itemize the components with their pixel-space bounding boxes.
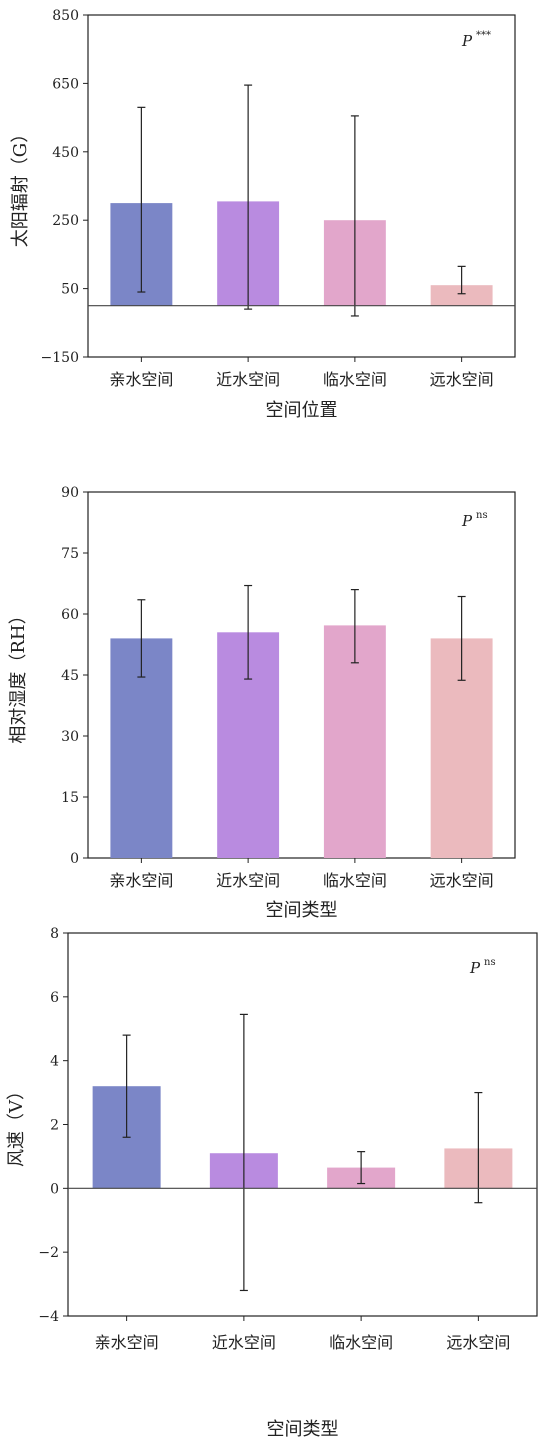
y-tick-label: −4: [38, 1309, 59, 1325]
bar: [430, 285, 493, 306]
category-label: 远水空间: [446, 1333, 510, 1352]
category-label: 临水空间: [329, 1333, 393, 1352]
y-tick-label: 60: [61, 607, 79, 623]
category-label: 远水空间: [430, 370, 494, 389]
y-axis-title: 风速（V）: [6, 1082, 27, 1167]
plot-frame: [87, 14, 516, 358]
y-tick-label: 15: [61, 790, 79, 806]
bar: [323, 625, 386, 858]
category-label: 近水空间: [216, 370, 280, 389]
significance-label: P: [461, 512, 473, 530]
category-label: 临水空间: [323, 871, 387, 890]
significance-superscript: ns: [484, 957, 496, 968]
x-axis-title: 空间类型: [267, 1419, 339, 1440]
y-tick-label: 50: [61, 282, 79, 298]
y-tick-label: 2: [50, 1118, 59, 1134]
category-label: 亲水空间: [95, 1333, 159, 1352]
x-axis-title: 空间类型: [266, 900, 338, 920]
y-axis-title: 相对湿度（RH）: [8, 606, 29, 743]
y-tick-label: 45: [61, 668, 79, 684]
y-tick-label: 90: [61, 485, 79, 501]
significance-superscript: ns: [476, 510, 488, 521]
category-label: 临水空间: [323, 370, 387, 389]
category-label: 亲水空间: [109, 871, 173, 890]
significance-label: P: [469, 959, 481, 977]
y-tick-label: −150: [41, 350, 79, 366]
category-label: 远水空间: [430, 871, 494, 890]
significance-superscript: ***: [476, 30, 491, 41]
y-tick-label: 6: [50, 990, 59, 1006]
y-tick-label: 75: [61, 546, 79, 562]
y-tick-label: 4: [50, 1054, 59, 1070]
y-tick-label: −2: [38, 1245, 59, 1261]
x-axis-title: 空间位置: [266, 400, 338, 421]
y-tick-label: 8: [50, 926, 59, 942]
y-axis-title: 太阳辐射（G）: [10, 125, 31, 247]
y-tick-label: 0: [70, 851, 79, 867]
y-tick-label: 0: [50, 1181, 59, 1197]
y-tick-label: 30: [61, 729, 79, 745]
significance-label: P: [461, 32, 473, 50]
y-tick-label: 450: [52, 145, 79, 161]
y-tick-label: 250: [52, 213, 79, 229]
category-label: 近水空间: [212, 1333, 276, 1352]
category-label: 近水空间: [216, 871, 280, 890]
y-tick-label: 850: [52, 8, 79, 24]
category-label: 亲水空间: [109, 370, 173, 389]
y-tick-label: 650: [52, 76, 79, 92]
